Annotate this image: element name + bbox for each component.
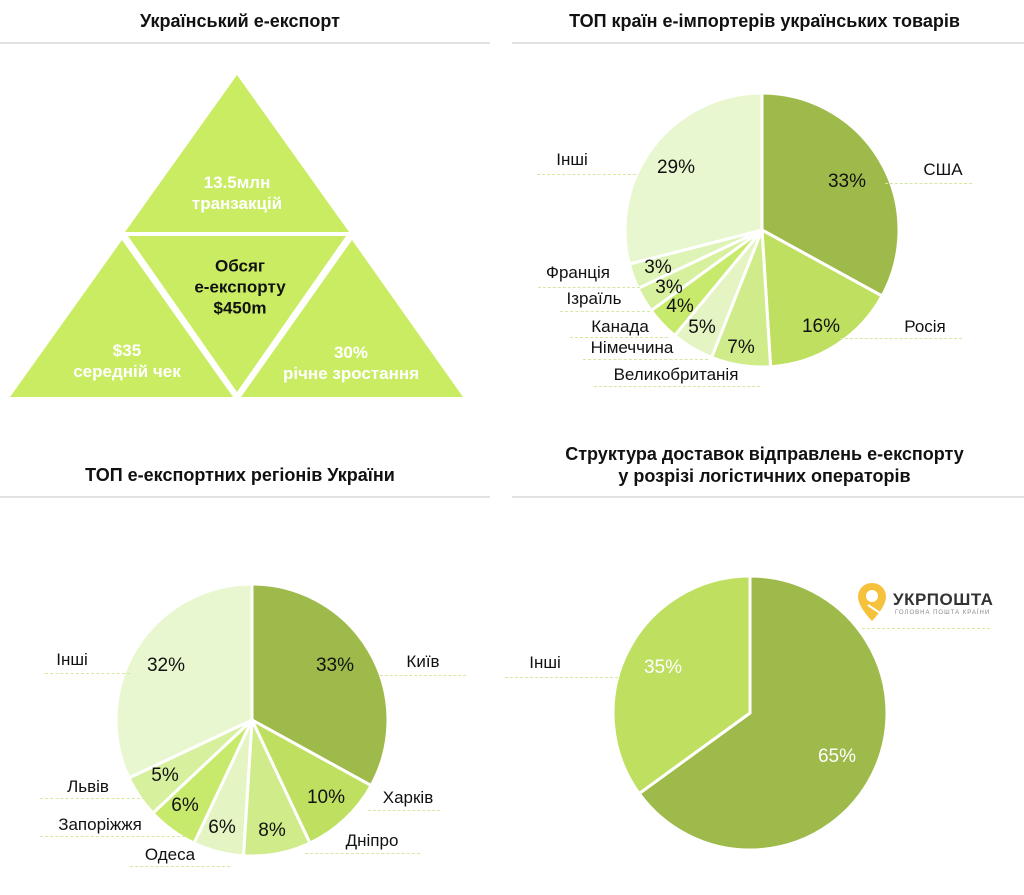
divider <box>512 42 1024 44</box>
leader-line <box>594 386 760 387</box>
slice-percent-label: 16% <box>801 316 841 337</box>
slice-percent-label: 6% <box>208 817 236 838</box>
slice-category-label: Ізраїль <box>566 289 622 308</box>
slice-category-label: США <box>923 160 963 179</box>
pie-slice-Інші <box>623 91 764 266</box>
slice-percent-label: 5% <box>688 317 716 338</box>
ukrposhta-logo-tagline: ГОЛОВНА ПОШТА КРАЇНИ <box>895 610 991 616</box>
leader-line <box>570 337 668 338</box>
triangle-top <box>125 75 349 232</box>
pie-slice-УКРПОШТА <box>637 574 889 852</box>
slice-percent-label: 10% <box>306 787 346 808</box>
leader-line <box>505 677 618 678</box>
triangle-center <box>128 236 346 392</box>
pie-slice-Харків <box>248 716 374 846</box>
pie-slice-Інші <box>114 582 254 780</box>
ukrposhta-logo-name: УКРПОШТА <box>893 590 994 609</box>
pie-chart-2 <box>114 582 390 858</box>
importers-title: ТОП країн е-імпортерів українських товар… <box>569 11 960 31</box>
average-check-stat: $35 середній чек <box>73 341 181 381</box>
pyramid <box>10 75 463 397</box>
slice-percent-label: 6% <box>171 795 199 816</box>
export-title: Український е-експорт <box>140 11 340 31</box>
leader-line <box>130 866 230 867</box>
pie-slice-США <box>760 91 901 299</box>
export-volume-stat: Обсяг е-експорту $450m <box>194 256 286 318</box>
slice-percent-label: 35% <box>643 657 683 678</box>
slice-category-label: Одеса <box>144 845 196 864</box>
slice-percent-label: 29% <box>656 157 696 178</box>
leader-line <box>40 836 185 837</box>
leader-line <box>885 183 972 184</box>
slice-category-label: Львів <box>67 777 109 796</box>
leader-line <box>840 338 962 339</box>
leader-line <box>537 174 636 175</box>
triangle-right <box>241 240 463 397</box>
leader-line <box>40 798 145 799</box>
divider <box>0 42 490 44</box>
leader-line <box>305 853 420 854</box>
leader-line <box>560 311 650 312</box>
pie-slice-Київ <box>250 582 390 788</box>
transactions-stat: 13.5млн транзакцій <box>191 173 283 213</box>
slice-category-label: Росія <box>904 317 946 336</box>
slice-category-label: Великобританія <box>613 365 739 384</box>
leader-line <box>368 810 440 811</box>
logistics-title: Структура доставок відправлень е-експорт… <box>565 444 964 486</box>
slice-category-label: Франція <box>546 263 610 282</box>
slice-category-label: Канада <box>591 317 649 336</box>
slice-category-label: Інші <box>556 150 588 169</box>
slice-category-label: Інші <box>56 650 88 669</box>
ukrposhta-pin-icon <box>858 583 886 621</box>
pie-chart-3 <box>611 574 889 852</box>
divider <box>512 496 1024 498</box>
slice-percent-label: 3% <box>655 277 683 298</box>
slice-percent-label: 7% <box>727 337 755 358</box>
slice-category-label: Дніпро <box>345 831 399 850</box>
slice-category-label: Запоріжжя <box>58 815 142 834</box>
slice-percent-label: 3% <box>644 257 672 278</box>
slice-percent-label: 8% <box>258 820 286 841</box>
slice-category-label: Німеччина <box>590 338 674 357</box>
slice-percent-label: 33% <box>315 655 355 676</box>
triangle-left <box>10 240 233 397</box>
divider <box>0 496 490 498</box>
leader-line <box>538 287 640 288</box>
slice-percent-label: 4% <box>666 296 694 317</box>
slice-category-label: Київ <box>406 652 440 671</box>
slice-category-label: Інші <box>529 653 561 672</box>
pie-slice-Інші <box>611 574 752 796</box>
pie-slice-Росія <box>760 227 885 369</box>
leader-line <box>583 359 708 360</box>
leader-line <box>380 675 466 676</box>
leader-line <box>862 628 990 629</box>
slice-category-label: Харків <box>382 788 434 807</box>
annual-growth-stat: 30% річне зростання <box>282 343 420 383</box>
pie-chart-1 <box>623 91 901 369</box>
slice-percent-label: 5% <box>151 765 179 786</box>
regions-title: ТОП е-експортних регіонів України <box>85 465 395 485</box>
leader-line <box>45 673 130 674</box>
slice-percent-label: 65% <box>817 746 857 767</box>
slice-percent-label: 33% <box>827 171 867 192</box>
slice-percent-label: 32% <box>146 655 186 676</box>
